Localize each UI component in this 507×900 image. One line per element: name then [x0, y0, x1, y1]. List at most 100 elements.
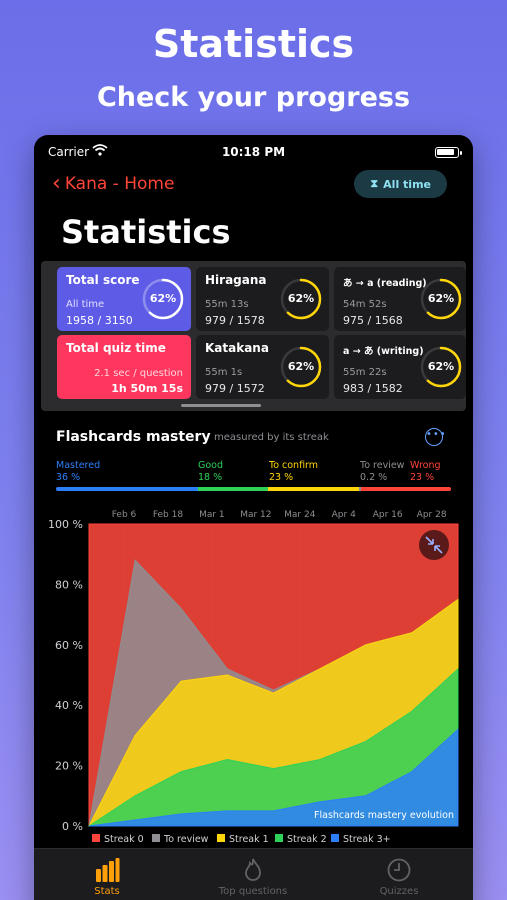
total-quiz-time-card[interactable]: Total quiz time 2.1 sec / question 1h 50…: [57, 335, 191, 399]
more-options-icon[interactable]: •••: [425, 428, 446, 446]
x-tick-label: Apr 4: [332, 510, 356, 520]
y-tick-label: 60 %: [55, 639, 83, 652]
card-title: a → あ (writing): [343, 346, 424, 357]
progress-segment: [56, 487, 198, 491]
legend-percent: 23 %: [269, 472, 294, 483]
status-bar: Carrier 10:18 PM: [34, 143, 473, 163]
card-value: 975 / 1568: [343, 314, 403, 327]
katakana-card[interactable]: Katakana 55m 1s 979 / 1572 62%: [196, 335, 329, 399]
legend-swatch: [152, 834, 160, 842]
hiragana-ring: 62%: [278, 276, 324, 322]
ring-progress: [280, 346, 322, 388]
legend-entry: To review: [163, 834, 209, 845]
series-area-streak-3-: [88, 728, 459, 827]
collapse-arrows-icon: [425, 536, 443, 554]
card-title: あ → a (reading): [343, 278, 427, 289]
total-score-card[interactable]: Total score All time 1958 / 3150 62%: [57, 267, 191, 331]
reading-card[interactable]: あ → a (reading) 54m 52s 975 / 1568 62%: [334, 267, 466, 331]
tab-quizzes[interactable]: Quizzes: [326, 857, 472, 897]
progress-segment: [358, 487, 361, 491]
period-filter-label: All time: [383, 177, 431, 191]
back-button-label: Kana - Home: [64, 174, 175, 194]
legend-entry: Streak 0: [104, 834, 144, 845]
carrier-label: Carrier: [48, 145, 90, 159]
y-tick-label: 40 %: [55, 699, 83, 712]
ring-progress: [280, 278, 322, 320]
legend-to-review: To review 0.2 %: [360, 460, 404, 484]
card-subtitle: 2.1 sec / question: [94, 368, 183, 379]
legend-label: To confirm: [269, 460, 319, 471]
legend-percent: 0.2 %: [360, 472, 388, 483]
legend-label: Wrong: [410, 460, 441, 471]
card-subtitle: 55m 13s: [205, 299, 249, 310]
reading-ring: 62%: [418, 276, 464, 322]
progress-segment: [268, 487, 359, 491]
progress-segment: [360, 487, 451, 491]
card-title: Total quiz time: [66, 341, 166, 355]
flame-icon: [245, 858, 261, 881]
legend-label: To review: [360, 460, 405, 471]
progress-segment: [197, 487, 269, 491]
hiragana-card[interactable]: Hiragana 55m 13s 979 / 1578 62%: [196, 267, 329, 331]
ring-progress: [142, 278, 184, 320]
legend-wrong: Wrong 23 %: [410, 460, 441, 484]
x-tick-label: Mar 1: [199, 510, 225, 520]
period-filter-button[interactable]: ⧗ All time: [354, 170, 447, 198]
mastery-progress-bar: [56, 487, 451, 491]
tab-stats[interactable]: Stats: [34, 857, 180, 897]
x-tick-label: Mar 12: [240, 510, 271, 520]
ring-percent: 62%: [427, 292, 455, 305]
card-title: Hiragana: [205, 273, 267, 287]
ring-percent: 62%: [149, 292, 177, 305]
navigation-bar: ‹ Kana - Home ⧗ All time: [34, 170, 473, 200]
legend-label: Good: [198, 460, 224, 471]
status-time: 10:18 PM: [221, 145, 286, 159]
legend-swatch: [217, 834, 225, 842]
writing-card[interactable]: a → あ (writing) 55m 22s 983 / 1582 62%: [334, 335, 466, 399]
card-value: 979 / 1578: [205, 314, 265, 327]
wifi-icon: [92, 144, 108, 156]
legend-mastered: Mastered 36 %: [56, 460, 100, 484]
device-screen: Carrier 10:18 PM ‹ Kana - Home ⧗ All tim…: [34, 135, 473, 900]
ring-progress: [420, 346, 462, 388]
ring-percent: 62%: [427, 360, 455, 373]
tab-bar: Stats Top questions Quizzes: [34, 848, 473, 900]
mastery-evolution-chart[interactable]: Feb 6 Feb 18 Mar 1 Mar 12 Mar 24 Apr 4 Apr 16 A…: [34, 505, 473, 845]
mastery-section-title: Flashcards mastery: [56, 429, 211, 445]
katakana-ring: 62%: [278, 344, 324, 390]
x-tick-label: Mar 24: [284, 510, 316, 520]
y-tick-label: 20 %: [55, 760, 83, 773]
tab-label: Quizzes: [379, 886, 419, 897]
card-subtitle: 54m 52s: [343, 299, 387, 310]
tab-top-questions[interactable]: Top questions: [180, 857, 326, 897]
card-subtitle: 55m 22s: [343, 367, 387, 378]
legend-swatch: [275, 834, 283, 842]
back-button[interactable]: ‹ Kana - Home: [52, 173, 175, 195]
ring-percent: 62%: [287, 360, 315, 373]
tab-label: Stats: [94, 886, 120, 897]
card-value: 1h 50m 15s: [111, 382, 183, 395]
chart-title: Flashcards mastery evolution: [314, 810, 454, 821]
ring-percent: 62%: [287, 292, 315, 305]
legend-entry: Streak 2: [287, 834, 327, 845]
legend-label: Mastered: [56, 460, 101, 471]
legend-percent: 23 %: [410, 472, 435, 483]
y-tick-label: 0 %: [62, 820, 83, 833]
card-title: Katakana: [205, 341, 269, 355]
summary-cards[interactable]: Total score All time 1958 / 3150 62% Tot…: [41, 261, 466, 411]
legend-percent: 36 %: [56, 472, 81, 483]
legend-good: Good 18 %: [198, 460, 223, 484]
x-tick-label: Apr 16: [373, 510, 403, 520]
page-title: Statistics: [61, 213, 231, 251]
promo-subtitle: Check your progress: [96, 82, 411, 113]
tab-label: Top questions: [218, 886, 288, 897]
collapse-chart-icon: [419, 530, 449, 560]
y-tick-label: 80 %: [55, 578, 83, 591]
card-subtitle: All time: [66, 299, 105, 310]
promo-title: Statistics: [152, 22, 355, 66]
horizontal-scroll-indicator[interactable]: [181, 404, 261, 407]
legend-to-confirm: To confirm 23 %: [269, 460, 318, 484]
hourglass-icon: ⧗: [370, 177, 379, 190]
card-value: 1958 / 3150: [66, 314, 133, 327]
writing-ring: 62%: [418, 344, 464, 390]
